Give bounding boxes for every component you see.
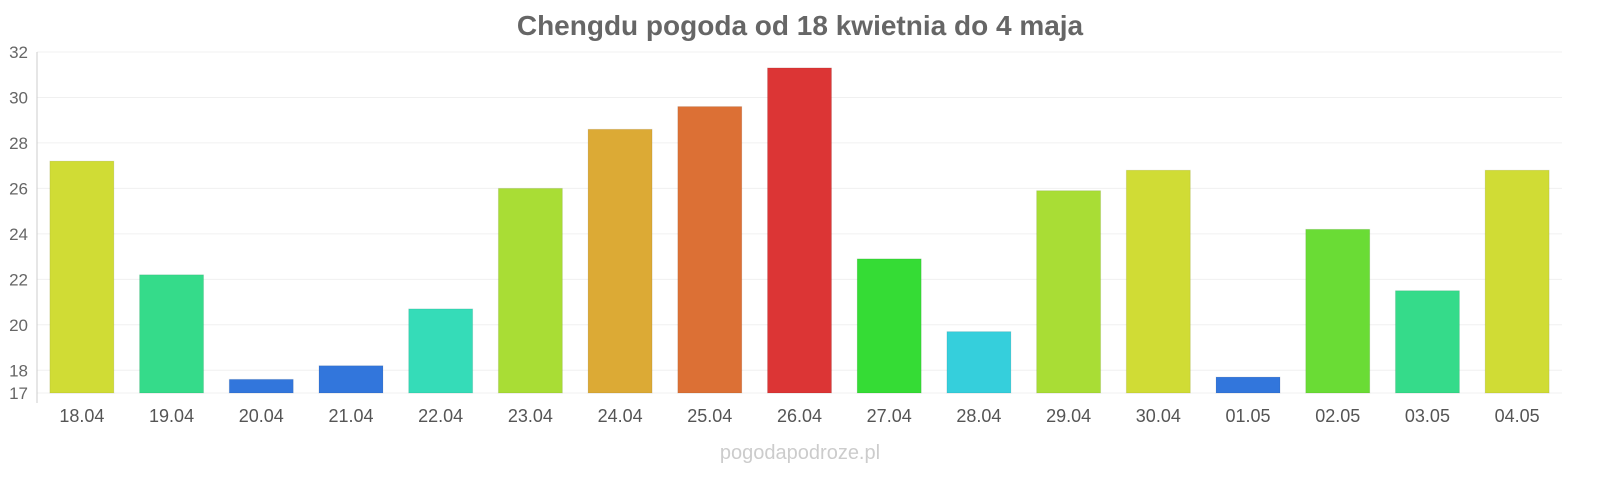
x-tick-label: 03.05	[1405, 406, 1450, 426]
y-tick-label: 28	[9, 134, 28, 153]
chart-title: Chengdu pogoda od 18 kwietnia do 4 maja	[516, 10, 1084, 41]
bar-03.05	[1394, 290, 1460, 394]
y-tick-label: 22	[9, 270, 28, 289]
y-tick-label: 26	[9, 179, 28, 198]
x-tick-label: 26.04	[777, 406, 822, 426]
bar-29.04	[1036, 190, 1102, 394]
x-tick-label: 19.04	[149, 406, 194, 426]
source-credit: pogodapodroze.pl	[719, 442, 881, 464]
bar-21.04	[318, 365, 384, 394]
bar-04.05	[1484, 169, 1550, 394]
x-tick-label: 20.04	[239, 406, 284, 426]
x-tick-label: 24.04	[598, 406, 643, 426]
bar-18.04	[49, 160, 115, 394]
x-tick-label: 04.05	[1495, 406, 1540, 426]
y-tick-label: 17	[9, 384, 28, 403]
y-tick-label: 20	[9, 316, 28, 335]
y-tick-label: 18	[9, 361, 28, 380]
x-tick-label: 23.04	[508, 406, 553, 426]
bar-01.05	[1215, 376, 1281, 394]
bar-23.04	[497, 187, 563, 394]
bar-28.04	[946, 331, 1012, 394]
bar-25.04	[677, 106, 743, 394]
y-tick-label: 24	[9, 225, 28, 244]
x-tick-label: 02.05	[1315, 406, 1360, 426]
bar-27.04	[856, 258, 922, 394]
x-tick-label: 25.04	[687, 406, 732, 426]
bar-24.04	[587, 128, 653, 394]
bar-20.04	[228, 378, 294, 394]
y-tick-label: 32	[9, 43, 28, 62]
bar-30.04	[1125, 169, 1191, 394]
bar-19.04	[139, 274, 205, 394]
bar-02.05	[1305, 228, 1371, 394]
x-tick-label: 28.04	[956, 406, 1001, 426]
x-tick-label: 18.04	[59, 406, 104, 426]
bar-22.04	[408, 308, 474, 394]
x-tick-label: 29.04	[1046, 406, 1091, 426]
x-tick-label: 22.04	[418, 406, 463, 426]
x-tick-label: 27.04	[867, 406, 912, 426]
x-tick-label: 21.04	[328, 406, 373, 426]
y-tick-label: 30	[9, 88, 28, 107]
x-tick-label: 30.04	[1136, 406, 1181, 426]
bar-26.04	[767, 67, 832, 394]
x-tick-label: 01.05	[1226, 406, 1271, 426]
